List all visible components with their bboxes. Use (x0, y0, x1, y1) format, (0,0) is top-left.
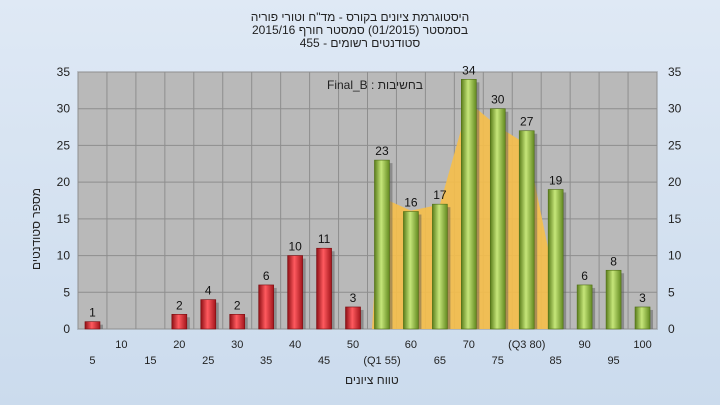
x-axis-label: טווח ציונים (345, 373, 399, 387)
chart-title-line-3: סטודנטים רשומים - 455 (299, 36, 421, 50)
bar-value-label: 23 (375, 144, 389, 158)
bar-20 (171, 314, 188, 330)
y-tick-label-right: 20 (668, 175, 682, 189)
y-tick-label-left: 35 (57, 65, 71, 79)
bar-value-label: 4 (205, 284, 212, 298)
x-tick-label: 5 (89, 355, 95, 367)
bar-100 (634, 306, 651, 330)
x-tick-label: 65 (434, 355, 446, 367)
x-tick-label: 20 (173, 339, 185, 351)
bar-65 (432, 203, 448, 330)
x-tick-label: 10 (115, 339, 127, 351)
y-tick-label-right: 35 (668, 65, 682, 79)
bar-value-label: 30 (491, 93, 505, 107)
y-tick-label-right: 15 (668, 212, 682, 226)
bar-value-label: 10 (288, 240, 302, 254)
bar-50 (345, 306, 361, 330)
y-tick-label-left: 10 (57, 249, 71, 263)
bar-60 (403, 211, 419, 330)
y-tick-label-left: 15 (57, 212, 71, 226)
bar-value-label: 16 (404, 196, 418, 210)
x-tick-label: 70 (463, 339, 475, 351)
y-tick-label-right: 10 (668, 249, 682, 263)
bar-75 (489, 108, 506, 330)
x-tick-label: 60 (405, 339, 417, 351)
chart-title-line-1: היסטוגרמת ציונים בקורס - מד"ח וטורי פורי… (250, 10, 470, 24)
bar-value-label: 11 (318, 232, 331, 246)
bar-30 (229, 314, 246, 330)
y-tick-label-right: 30 (668, 102, 682, 116)
y-tick-label-right: 25 (668, 138, 682, 152)
y-tick-label-left: 5 (63, 285, 70, 299)
bar-value-label: 8 (610, 254, 617, 268)
bar-value-label: 6 (263, 269, 270, 283)
bar-value-label: 6 (581, 269, 588, 283)
bar-value-label: 34 (462, 63, 476, 77)
bar-70 (461, 79, 477, 330)
x-tick-label: 85 (550, 355, 562, 367)
chart-title-line-2: בסמסטר (01/2015) סמסטר חורף 2015/16 (251, 23, 469, 37)
bar-55 (374, 159, 390, 330)
x-tick-label: 90 (579, 339, 591, 351)
y-tick-label-left: 0 (63, 322, 70, 336)
bar-value-label: 2 (234, 298, 241, 312)
x-tick-label: 100 (633, 339, 651, 351)
x-tick-label: (Q1 55) (363, 355, 400, 367)
bar-25 (200, 299, 217, 330)
x-tick-label: 40 (289, 339, 301, 351)
bar-35 (258, 284, 274, 330)
x-tick-label: 30 (231, 339, 243, 351)
bar-value-label: 27 (520, 115, 534, 129)
y-axis-label: מספר סטודנטים (29, 187, 44, 271)
x-tick-label: 45 (318, 355, 330, 367)
x-tick-label: 35 (260, 355, 272, 367)
bar-value-label: 2 (176, 298, 183, 312)
bar-85 (547, 189, 564, 330)
bar-90 (576, 284, 593, 330)
y-tick-label-left: 20 (57, 175, 71, 189)
bar-45 (316, 247, 332, 330)
y-tick-label-left: 25 (57, 138, 71, 152)
bar-value-label: 17 (433, 188, 447, 202)
bar-40 (287, 255, 303, 330)
y-tick-label-right: 5 (668, 285, 675, 299)
bar-value-label: 3 (639, 291, 646, 305)
bar-80 (518, 130, 535, 330)
bar-value-label: 19 (549, 173, 563, 187)
bar-value-label: 3 (350, 291, 357, 305)
bar-5 (84, 321, 101, 330)
chart-annotation: בחשיבות : Final_B (327, 78, 423, 92)
x-tick-label: 75 (492, 355, 504, 367)
y-tick-label-left: 30 (57, 102, 71, 116)
y-tick-label-right: 0 (668, 322, 675, 336)
x-tick-label: (Q3 80) (508, 339, 545, 351)
x-tick-label: 25 (202, 355, 214, 367)
bar-value-label: 1 (89, 306, 96, 320)
bar-95 (605, 269, 622, 330)
x-tick-label: 15 (144, 355, 156, 367)
x-tick-label: 95 (607, 355, 619, 367)
x-tick-label: 50 (347, 339, 359, 351)
